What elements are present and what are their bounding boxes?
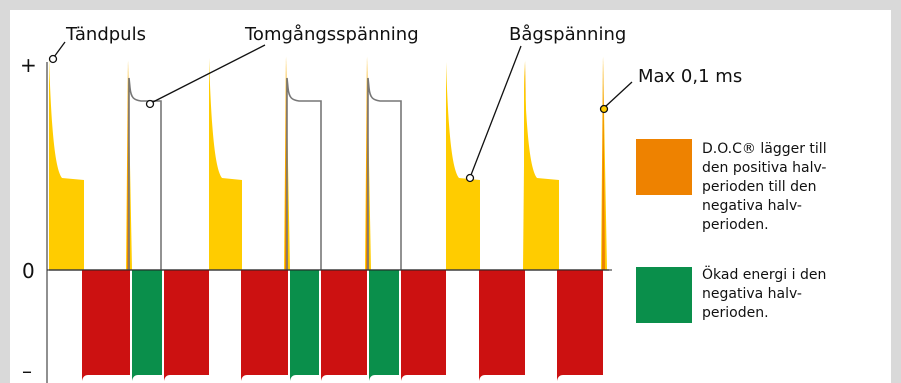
frame-left (0, 0, 10, 383)
tandpuls-leader (53, 41, 66, 58)
negative-red-block (164, 270, 209, 381)
max-marker (599, 104, 609, 114)
idle-voltage-line (128, 77, 162, 270)
bagspanning-marker (465, 173, 475, 183)
max-leader (605, 81, 633, 107)
positive-yellow-pulse (209, 58, 242, 270)
positive-yellow-pulse (524, 62, 559, 270)
callouts-group (48, 41, 633, 183)
negative-red-block (557, 270, 603, 381)
frame-right (891, 0, 901, 383)
positive-yellow-pulse (446, 62, 480, 270)
negative-green-block (132, 270, 162, 381)
negative-red-block (479, 270, 525, 381)
tomgangsspanning-label: Tomgångsspänning (244, 24, 419, 45)
legend-swatch-doc (636, 139, 692, 195)
legend-text-energy: Ökad energi i den negativa halv- periode… (702, 267, 827, 321)
negative-red-block (82, 270, 130, 381)
bagspanning-leader (470, 45, 522, 176)
bagspanning-label: Bågspänning (509, 24, 626, 45)
zero-axis-label: 0 (22, 259, 35, 283)
tomgang-leader (152, 44, 266, 103)
negative-red-block (241, 270, 288, 381)
idle-voltage-line (367, 77, 402, 270)
idle-voltage-line (286, 77, 322, 270)
axes-group (46, 62, 612, 383)
legend-swatch-energy (636, 267, 692, 323)
negative-green-block (290, 270, 319, 381)
tandpuls-label: Tändpuls (65, 24, 146, 45)
positive-yellow-pulse (49, 58, 84, 270)
minus-axis-label: – (22, 359, 32, 383)
plus-axis-label: + (20, 53, 37, 77)
pulse-group (49, 56, 609, 381)
frame-top (0, 0, 901, 10)
negative-red-block (321, 270, 367, 381)
tandpuls-marker (48, 54, 58, 64)
max-label: Max 0,1 ms (638, 66, 742, 87)
tomgang-marker (145, 99, 155, 109)
negative-red-block (401, 270, 446, 381)
negative-green-block (369, 270, 399, 381)
legend-text-doc: D.O.C® lägger till den positiva halv- pe… (702, 141, 827, 233)
